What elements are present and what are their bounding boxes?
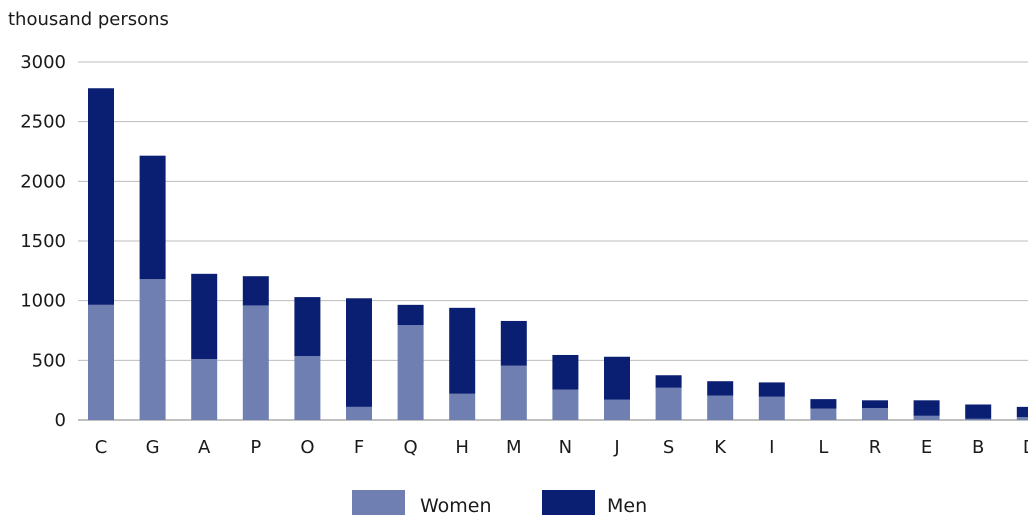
x-tick-label: E xyxy=(921,437,932,458)
x-tick-label: G xyxy=(146,437,160,458)
bars xyxy=(88,88,1028,420)
y-axis-ticks: 0 500 1000 1500 2000 2500 3000 xyxy=(20,52,66,431)
y-tick-label: 1000 xyxy=(20,291,66,312)
bar-women-O xyxy=(294,356,321,420)
legend-label-women: Women xyxy=(420,495,492,515)
bar-men-G xyxy=(139,155,166,280)
x-tick-label: N xyxy=(559,437,572,458)
x-tick-label: M xyxy=(506,437,522,458)
x-tick-label: S xyxy=(663,437,674,458)
bar-men-R xyxy=(862,400,888,409)
x-tick-label: D xyxy=(1023,437,1028,458)
x-tick-label: R xyxy=(869,437,882,458)
x-tick-label: L xyxy=(818,437,828,458)
bar-women-A xyxy=(191,359,218,420)
x-axis-ticks: CGAPOFQHMNJSKILREBD xyxy=(95,437,1028,458)
x-tick-label: B xyxy=(972,437,984,458)
bar-men-N xyxy=(552,354,579,390)
bar-men-E xyxy=(913,400,940,416)
bar-men-B xyxy=(965,404,992,419)
legend: Women Men xyxy=(352,490,647,515)
bar-men-O xyxy=(294,297,321,357)
bar-women-E xyxy=(913,415,940,420)
bar-women-L xyxy=(810,408,837,420)
bar-women-I xyxy=(758,396,785,420)
y-tick-label: 3000 xyxy=(20,52,66,73)
bar-men-C xyxy=(88,88,114,305)
y-tick-label: 2000 xyxy=(20,171,66,192)
bar-men-H xyxy=(449,307,476,394)
bar-women-Q xyxy=(397,325,424,420)
bar-men-P xyxy=(242,276,269,306)
bar-men-S xyxy=(655,375,682,388)
bar-women-H xyxy=(449,393,476,420)
y-tick-label: 0 xyxy=(55,410,66,431)
bar-men-F xyxy=(346,298,372,407)
x-tick-label: I xyxy=(769,437,774,458)
x-tick-label: Q xyxy=(404,437,418,458)
x-tick-label: A xyxy=(198,437,211,458)
bar-women-P xyxy=(242,305,269,420)
bar-women-N xyxy=(552,389,579,420)
bar-women-C xyxy=(88,304,114,420)
bar-men-M xyxy=(500,320,527,366)
bar-men-J xyxy=(604,356,630,400)
legend-swatch-men xyxy=(542,490,595,515)
bar-men-D xyxy=(1016,406,1028,418)
bar-women-M xyxy=(500,365,527,420)
bar-men-Q xyxy=(397,304,424,326)
legend-label-men: Men xyxy=(607,495,647,515)
x-tick-label: C xyxy=(95,437,108,458)
bar-women-D xyxy=(1016,417,1028,420)
x-tick-label: J xyxy=(613,437,619,458)
bar-women-R xyxy=(862,408,888,420)
y-tick-label: 500 xyxy=(32,350,66,371)
bar-men-I xyxy=(758,382,785,397)
y-tick-label: 1500 xyxy=(20,231,66,252)
bar-men-A xyxy=(191,273,218,360)
bar-women-K xyxy=(707,395,734,420)
bar-women-J xyxy=(604,399,630,420)
y-tick-label: 2500 xyxy=(20,112,66,133)
bar-women-S xyxy=(655,387,682,420)
bar-men-L xyxy=(810,399,837,409)
x-tick-label: F xyxy=(354,437,364,458)
legend-swatch-women xyxy=(352,490,405,515)
bar-women-G xyxy=(139,279,166,420)
bar-men-K xyxy=(707,381,734,396)
bar-women-F xyxy=(346,406,372,420)
y-axis-unit-label: thousand persons xyxy=(8,9,169,30)
x-tick-label: K xyxy=(714,437,727,458)
x-tick-label: H xyxy=(455,437,469,458)
x-tick-label: P xyxy=(250,437,261,458)
bar-women-B xyxy=(965,418,992,420)
x-tick-label: O xyxy=(300,437,314,458)
